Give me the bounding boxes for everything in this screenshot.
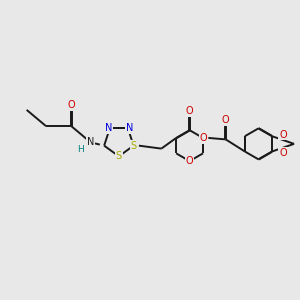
Text: S: S <box>116 151 122 161</box>
Text: S: S <box>130 141 136 151</box>
Text: O: O <box>186 106 194 116</box>
Text: O: O <box>279 148 287 158</box>
Text: O: O <box>186 156 194 166</box>
Text: O: O <box>279 130 287 140</box>
Text: O: O <box>222 115 230 125</box>
Text: N: N <box>105 123 112 134</box>
Text: O: O <box>200 133 207 143</box>
Text: N: N <box>87 137 94 147</box>
Text: H: H <box>77 145 84 154</box>
Text: N: N <box>126 123 133 134</box>
Text: O: O <box>68 100 75 110</box>
